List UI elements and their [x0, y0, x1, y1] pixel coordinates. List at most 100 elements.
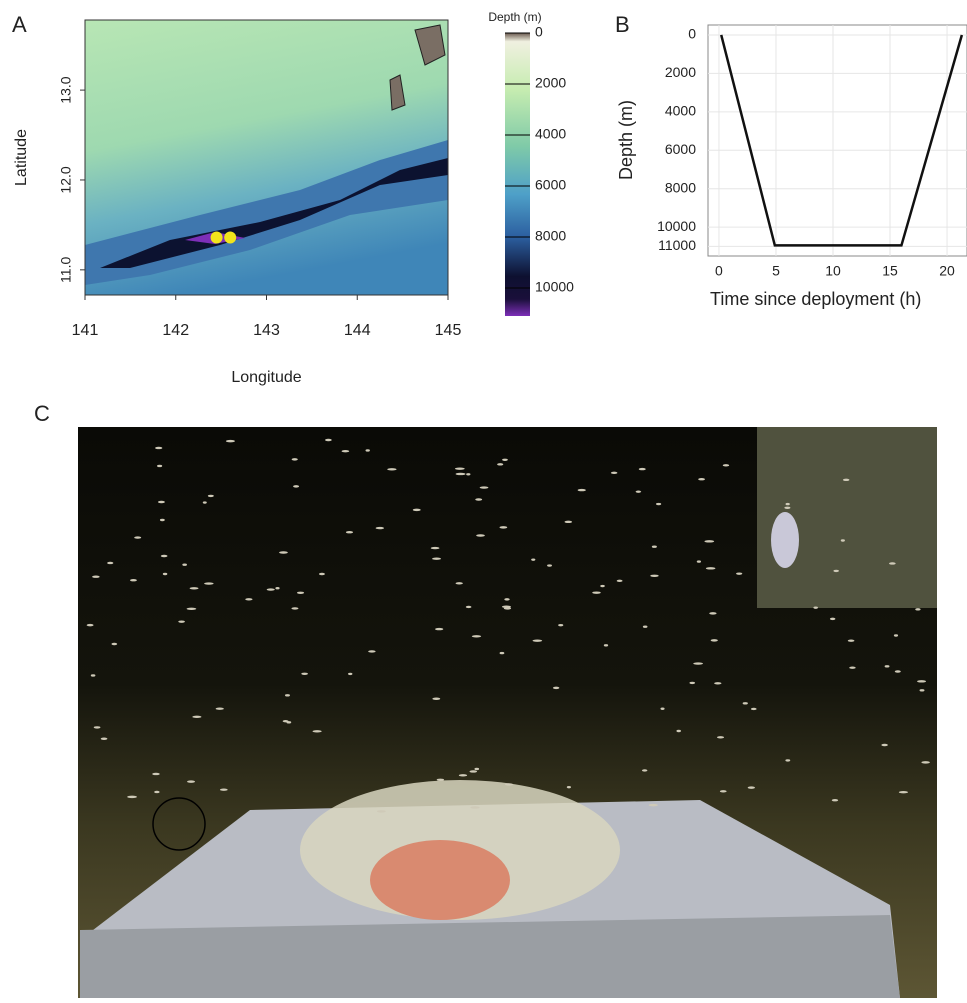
y-tick-label: 13.0: [58, 76, 74, 103]
particle: [283, 720, 289, 722]
particle: [297, 592, 304, 594]
colorbar: [505, 33, 530, 316]
particle: [505, 783, 513, 785]
particle: [565, 521, 573, 523]
particle: [676, 730, 681, 732]
particle: [841, 539, 845, 541]
particle: [346, 531, 353, 533]
x-tick-label: 144: [344, 322, 371, 339]
particle: [313, 730, 322, 732]
particle: [182, 563, 187, 565]
particle: [275, 587, 279, 589]
y-tick-label: 11000: [658, 237, 696, 253]
particle: [660, 708, 664, 710]
particle: [748, 786, 755, 788]
figure: A14114214314414511.012.013.0LongitudeLat…: [0, 0, 967, 998]
particle: [717, 736, 724, 738]
x-tick-label: 142: [162, 322, 189, 339]
particle: [743, 702, 748, 704]
particle: [881, 744, 887, 746]
particle: [497, 463, 503, 465]
y-tick-label: 12.0: [58, 166, 74, 193]
y-tick-label: 2000: [665, 64, 696, 80]
y-tick-label: 0: [688, 26, 696, 42]
particle: [226, 440, 235, 442]
particle: [245, 598, 252, 600]
particle: [154, 791, 159, 793]
y-tick-label: 11.0: [58, 257, 74, 283]
particle: [178, 620, 184, 622]
particle: [600, 585, 605, 587]
inset-amphipod: [771, 512, 799, 568]
particle: [208, 495, 214, 497]
particle: [697, 560, 701, 562]
particle: [567, 786, 571, 788]
particle: [301, 673, 308, 675]
particle: [899, 791, 908, 793]
particle: [267, 588, 275, 590]
particle: [291, 607, 298, 609]
particle: [192, 716, 201, 718]
particle: [476, 534, 485, 536]
particle: [915, 608, 920, 610]
particle: [617, 580, 623, 582]
particle: [723, 464, 729, 466]
particle: [693, 662, 703, 664]
particle: [833, 570, 838, 572]
particle: [706, 567, 716, 569]
particle: [413, 509, 421, 511]
particle: [376, 527, 384, 529]
particle: [279, 551, 288, 553]
particle: [889, 562, 896, 564]
y-axis-label: Latitude: [13, 129, 30, 186]
colorbar-tick-label: 6000: [535, 177, 566, 193]
particle: [642, 769, 647, 771]
panel-label: C: [34, 401, 50, 426]
particle: [920, 689, 925, 691]
particle: [377, 810, 386, 812]
particle: [921, 761, 930, 763]
particle: [894, 634, 898, 636]
particle: [785, 759, 790, 761]
particle: [689, 682, 695, 684]
colorbar-tick-label: 8000: [535, 228, 566, 244]
particle: [604, 644, 608, 646]
particle: [101, 738, 108, 740]
x-tick-label: 0: [715, 263, 723, 279]
particle: [319, 573, 325, 575]
particle: [843, 479, 849, 481]
particle: [220, 789, 228, 791]
x-tick-label: 5: [772, 263, 780, 279]
particle: [711, 639, 718, 641]
particle: [437, 779, 444, 781]
particle: [547, 564, 552, 566]
particle: [94, 726, 101, 728]
colorbar-tick-label: 2000: [535, 75, 566, 91]
colorbar-title: Depth (m): [488, 10, 541, 24]
y-tick-label: 6000: [665, 141, 696, 157]
particle: [107, 562, 113, 564]
particle: [152, 773, 160, 775]
particle: [736, 572, 742, 574]
y-tick-label: 8000: [665, 179, 696, 195]
particle: [127, 796, 137, 798]
particle: [459, 774, 467, 776]
particle: [456, 582, 463, 584]
particle: [158, 501, 165, 503]
particle: [204, 582, 214, 584]
colorbar-tick-label: 0: [535, 24, 543, 40]
particle: [91, 674, 96, 676]
particle: [466, 473, 470, 475]
particle: [553, 687, 559, 689]
colorbar-tick-label: 10000: [535, 279, 574, 295]
particle: [656, 503, 661, 505]
particle: [649, 804, 658, 806]
particle: [163, 573, 167, 575]
x-axis-label: Longitude: [231, 369, 301, 386]
particle: [472, 635, 481, 637]
particle: [643, 626, 648, 628]
particle: [698, 478, 705, 480]
particle: [636, 490, 641, 492]
particle: [704, 540, 714, 542]
particle: [531, 558, 535, 560]
